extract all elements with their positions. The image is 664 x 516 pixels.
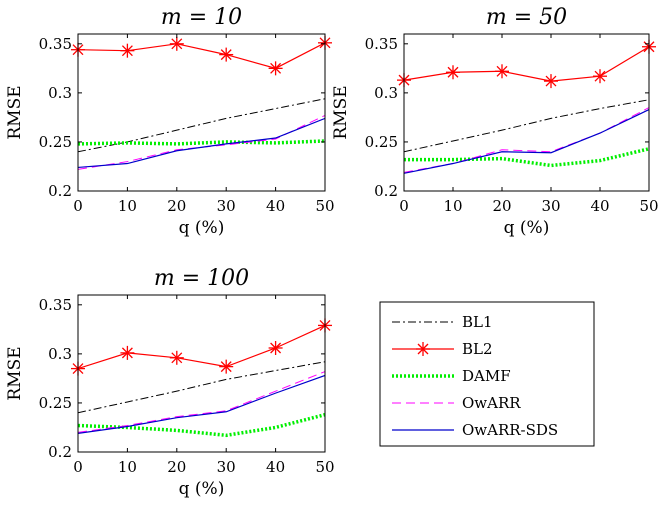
x-tick-label: 20 <box>167 197 186 215</box>
y-tick-label: 0.35 <box>39 35 72 53</box>
y-tick-label: 0.2 <box>48 182 72 200</box>
x-tick-label: 50 <box>639 197 658 215</box>
x-tick-label: 50 <box>315 197 334 215</box>
data-point-bl2 <box>268 340 283 355</box>
series-group <box>404 46 649 174</box>
series-line-owarr-sds <box>78 374 325 434</box>
y-tick-label: 0.3 <box>374 84 398 102</box>
data-point-bl2 <box>446 65 460 80</box>
data-point-bl2 <box>593 69 607 84</box>
legend-marker-bl2 <box>416 342 430 356</box>
axes-box <box>77 294 326 453</box>
x-tick-label: 10 <box>443 197 462 215</box>
data-point-bl2 <box>219 359 234 374</box>
x-tick-label: 30 <box>217 197 236 215</box>
x-tick-label: 0 <box>73 458 83 476</box>
chart-title: m = 100 <box>154 266 249 291</box>
y-tick-label: 0.35 <box>365 35 398 53</box>
series-group <box>78 42 325 170</box>
x-tick-label: 10 <box>118 458 137 476</box>
data-point-bl2 <box>219 47 234 62</box>
series-line-owarr-sds <box>78 117 325 169</box>
series-line-owarr-sds <box>404 109 649 174</box>
legend: BL1 BL2 DAMF OwARR OwARR-SDS <box>379 301 595 447</box>
axes-box <box>403 33 650 192</box>
y-tick-label: 0.25 <box>365 133 398 151</box>
data-point-bl2 <box>169 36 184 51</box>
chart-panels: m = 100 10 20 30 40 500.20.250.30.35q (%)RMSE… <box>5 5 659 499</box>
legend-entry-owarr-sds: OwARR-SDS <box>392 421 558 439</box>
x-axis-label: q (%) <box>504 218 550 238</box>
series-line-damf <box>404 147 649 168</box>
y-tick-label: 0.3 <box>48 84 72 102</box>
x-tick-label: 30 <box>541 197 560 215</box>
chart-panel-2: m = 50 0 10 20 30 40 50 0.2 0.25 0.3 0.35 q (%) RMSE <box>331 5 659 238</box>
y-tick-label: 0.25 <box>39 133 72 151</box>
series-line-bl2 <box>78 42 325 69</box>
data-point-bl2 <box>120 345 135 360</box>
x-tick-label: 40 <box>266 197 285 215</box>
series-line-bl1 <box>78 98 325 153</box>
series-line-bl2 <box>78 324 325 370</box>
chart-panel-1: m = 10 0 10 20 30 40 50 0.2 0.25 0.3 0.35 q (%) RMSE <box>5 5 335 238</box>
data-point-bl2 <box>544 74 558 89</box>
x-tick-label: 30 <box>217 458 236 476</box>
y-tick-label: 0.3 <box>48 345 72 363</box>
legend-entry-owarr: OwARR <box>392 394 521 412</box>
x-tick-label: 40 <box>266 458 285 476</box>
legend-label-owarr: OwARR <box>462 394 521 412</box>
series-line-bl1 <box>404 99 649 153</box>
legend-box <box>379 301 595 447</box>
legend-entry-bl1: BL1 <box>392 313 493 331</box>
y-tick-label: 0.25 <box>39 394 72 412</box>
series-line-damf <box>78 139 325 146</box>
chart-title: m = 50 <box>486 5 567 30</box>
y-axis-label: RMSE <box>5 85 25 139</box>
data-point-bl2 <box>120 43 135 58</box>
legend-label-damf: DAMF <box>462 367 511 385</box>
y-axis-label: RMSE <box>331 85 351 139</box>
x-tick-label: 0 <box>399 197 409 215</box>
y-axis-label: RMSE <box>5 346 25 400</box>
legend-entry-damf: DAMF <box>392 367 511 385</box>
x-tick-label: 40 <box>590 197 609 215</box>
series-line-owarr <box>78 371 325 433</box>
x-tick-label: 0 <box>73 197 83 215</box>
y-tick-label: 0.2 <box>374 182 398 200</box>
chart-panel-3: m = 100 0 10 20 30 40 50 0.2 0.25 0.3 0.35 q (%) RMS… <box>5 266 335 499</box>
x-axis-label: q (%) <box>179 218 225 238</box>
legend-entry-bl2: BL2 <box>392 340 493 358</box>
y-tick-label: 0.35 <box>39 296 72 314</box>
series-line-bl2 <box>404 46 649 82</box>
data-point-bl2 <box>268 61 283 76</box>
x-axis-label: q (%) <box>179 479 225 499</box>
data-point-bl2 <box>169 350 184 365</box>
series-line-bl1 <box>78 361 325 414</box>
x-tick-label: 20 <box>492 197 511 215</box>
chart-title: m = 10 <box>161 5 242 30</box>
series-line-damf <box>78 413 325 438</box>
x-tick-label: 20 <box>167 458 186 476</box>
legend-label-bl1: BL1 <box>462 313 493 331</box>
series-group <box>78 324 325 438</box>
legend-label-owarr-sds: OwARR-SDS <box>462 421 558 439</box>
x-tick-label: 10 <box>118 197 137 215</box>
data-point-bl2 <box>495 64 509 79</box>
series-line-owarr <box>404 107 649 173</box>
legend-label-bl2: BL2 <box>462 340 493 358</box>
axes-box <box>77 33 326 192</box>
x-tick-label: 50 <box>315 458 334 476</box>
y-tick-label: 0.2 <box>48 443 72 461</box>
